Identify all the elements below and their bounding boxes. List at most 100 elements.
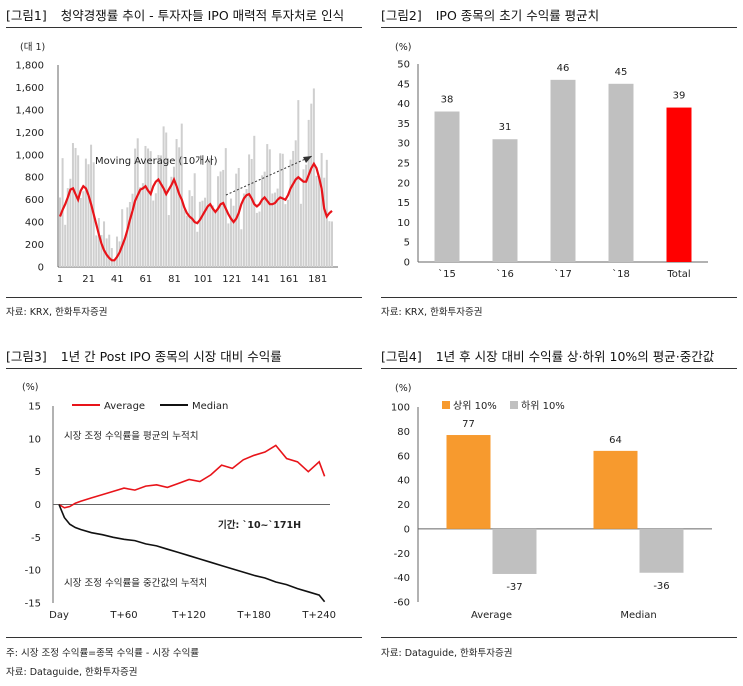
panel1-bottom-rule	[6, 297, 362, 298]
chart1-bar	[154, 193, 157, 267]
chart1-bar	[279, 153, 282, 267]
chart3-x-tick: T+120	[171, 610, 206, 621]
chart2-data-label: 46	[557, 63, 570, 74]
panel2-rule	[381, 27, 737, 28]
chart3-legend-median: Median	[192, 401, 228, 412]
chart3-y-tick: 5	[35, 467, 41, 478]
chart1-bar	[307, 119, 310, 267]
chart1-bar	[305, 164, 308, 267]
chart2: (%) 0 5 10 15 20 25 30 35 40 45 50 38 `15 31 `16 46 `17 45…	[395, 42, 708, 280]
chart1-bar	[232, 205, 235, 267]
chart1-bar	[139, 187, 142, 267]
chart2-y-tick: 40	[397, 99, 410, 110]
chart1-bar	[263, 171, 266, 267]
chart1-y-tick: 1,800	[15, 61, 44, 72]
chart2-y-tick: 0	[404, 258, 410, 269]
chart1-bar	[240, 229, 243, 267]
chart4-x-tick: Median	[620, 610, 656, 621]
chart1-bar	[147, 148, 150, 267]
chart1-bar	[261, 175, 264, 267]
chart3-unit-label: (%)	[22, 382, 38, 393]
chart1-annotation: Moving Average (10개사)	[95, 155, 218, 167]
chart4-bar	[639, 528, 684, 573]
chart1-bar	[248, 154, 251, 267]
chart2-y-tick: 5	[404, 238, 410, 249]
chart1-bar	[144, 145, 147, 267]
chart1-bar	[258, 211, 261, 267]
panel1-title: [그림1] 청약경쟁률 추이 - 투자자들 IPO 매력적 투자처로 인식	[6, 5, 344, 24]
chart1-moving-average-line	[58, 161, 333, 262]
chart2-x-tick: `16	[496, 268, 514, 280]
chart1-bar	[201, 200, 204, 267]
chart2-y-tick: 35	[397, 119, 410, 130]
chart1-bar	[103, 221, 106, 267]
chart1-bar	[152, 200, 155, 267]
chart1-bar	[84, 158, 87, 267]
chart1-bar	[108, 234, 111, 267]
chart1-bar	[222, 169, 225, 267]
chart1-bar	[64, 224, 67, 267]
chart4-y-tick: 60	[397, 451, 410, 462]
chart4-legend-bottom: 하위 10%	[521, 399, 565, 412]
chart4-data-label: -37	[506, 582, 522, 593]
chart3-y-tick: -5	[31, 533, 41, 544]
chart4-unit-label: (%)	[395, 383, 411, 394]
chart2-x-tick: Total	[666, 269, 690, 280]
chart1-bar	[281, 153, 284, 267]
panel3-title: [그림3] 1년 간 Post IPO 종목의 시장 대비 수익률	[6, 346, 282, 365]
chart1-bar	[165, 132, 168, 267]
panel4-source: 자료: Dataguide, 한화투자증권	[381, 648, 513, 659]
chart2-data-label: 45	[615, 67, 628, 78]
chart4-bar	[446, 435, 491, 529]
chart1-bar	[310, 103, 313, 267]
chart4-y-tick: 40	[397, 476, 410, 487]
chart3-x-tick: T+60	[109, 610, 137, 621]
chart1-bar	[196, 231, 199, 267]
chart1-y-tick: 1,600	[15, 83, 44, 94]
chart4-y-tick: -60	[394, 598, 410, 609]
chart1-bar	[294, 140, 297, 267]
panel3-note: 주: 시장 조정 수익률=종목 수익률 - 시장 수익률	[6, 648, 200, 659]
chart1-bar	[69, 178, 72, 267]
chart1-bar	[157, 154, 160, 267]
chart1-bar	[229, 198, 232, 267]
chart1-y-tick: 400	[25, 218, 44, 229]
chart2-data-label: 38	[441, 95, 454, 106]
chart1-bar	[97, 218, 100, 267]
chart4-bar	[492, 528, 537, 574]
chart1-bar	[211, 205, 214, 267]
chart4-y-tick: 80	[397, 427, 410, 438]
panel3-source: 자료: Dataguide, 한화투자증권	[6, 667, 138, 678]
chart1-x-tick: 181	[308, 274, 327, 285]
chart2-x-tick: `17	[554, 268, 572, 280]
chart1-bar	[95, 235, 98, 267]
chart1-bar	[320, 153, 323, 267]
chart1-bar	[180, 123, 183, 268]
chart4-data-label: -36	[653, 581, 669, 592]
chart1-bar	[172, 166, 175, 267]
chart3-y-tick: 15	[28, 402, 41, 413]
chart1-x-tick: 121	[222, 274, 241, 285]
chart1-bar	[188, 190, 191, 267]
chart3-y-tick: -10	[25, 566, 41, 577]
chart1-y-tick: 1,000	[15, 150, 44, 161]
chart1-bar	[128, 201, 131, 267]
chart1-bar	[253, 135, 256, 267]
chart1-trend-arrow-head	[303, 156, 312, 163]
chart1-bar	[328, 221, 331, 267]
chart3-x-tick: T+180	[236, 610, 271, 621]
chart1-x-tick: 101	[194, 274, 213, 285]
chart1-bar	[289, 159, 292, 267]
panel1-tag: [그림1]	[6, 8, 47, 23]
chart1-bar	[126, 207, 129, 267]
chart1-x-tick: 161	[280, 274, 299, 285]
chart1-bar	[331, 221, 333, 267]
chart3-annotation-average: 시장 조정 수익률을 평균의 누적치	[64, 430, 198, 442]
chart4-y-tick: 0	[404, 524, 410, 535]
chart1-bar	[302, 169, 305, 267]
chart1-bar	[136, 138, 139, 267]
chart1-bar	[82, 191, 85, 267]
chart1-y-tick: 600	[25, 195, 44, 206]
panel1-source: 자료: KRX, 한화투자증권	[6, 307, 108, 318]
panel2-source: 자료: KRX, 한화투자증권	[381, 307, 483, 318]
